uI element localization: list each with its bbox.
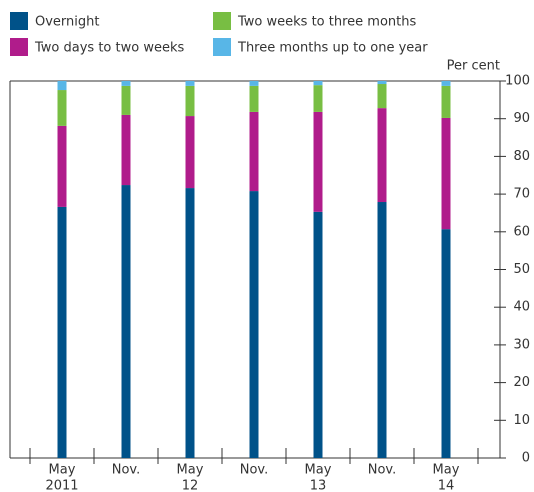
bar-segment bbox=[57, 90, 67, 126]
bar-segment bbox=[249, 191, 259, 459]
y-tick-label: 40 bbox=[513, 300, 530, 315]
y-tick-label: 70 bbox=[513, 187, 530, 202]
y-tick-label: 60 bbox=[513, 224, 530, 239]
bar-segment bbox=[249, 111, 259, 192]
x-year-label: 13 bbox=[310, 479, 327, 492]
bar-segment bbox=[185, 188, 195, 458]
bar-segment bbox=[185, 116, 195, 189]
legend-label: Two weeks to three months bbox=[237, 15, 416, 30]
bar-segment bbox=[441, 81, 451, 86]
y-tick-label: 30 bbox=[513, 337, 530, 352]
y-tick-label: 20 bbox=[513, 375, 530, 390]
bar-segment bbox=[57, 206, 67, 458]
bar-segment bbox=[441, 117, 451, 230]
bar-segment bbox=[185, 85, 195, 117]
bar-segment bbox=[313, 211, 323, 458]
x-tick-label: May bbox=[177, 463, 204, 478]
bar-segment bbox=[313, 111, 323, 212]
x-tick-label: May bbox=[49, 463, 76, 478]
y-tick-label: 80 bbox=[513, 149, 530, 164]
bar-segment bbox=[441, 85, 451, 118]
bar-segment bbox=[249, 85, 259, 112]
bar-segment bbox=[121, 114, 131, 186]
y-tick-label: 10 bbox=[513, 413, 530, 428]
bar-segment bbox=[121, 81, 131, 86]
bar-segment bbox=[441, 229, 451, 458]
legend-label: Overnight bbox=[35, 15, 99, 30]
legend-swatch bbox=[213, 12, 231, 30]
legend-label: Three months up to one year bbox=[237, 41, 428, 56]
y-tick-label: 90 bbox=[513, 111, 530, 126]
x-tick-label: May bbox=[433, 463, 460, 478]
bar-segment bbox=[377, 81, 387, 85]
y-tick-label: 0 bbox=[522, 451, 530, 466]
bar-segment bbox=[121, 85, 131, 115]
y-axis-label: Per cent bbox=[447, 59, 500, 74]
x-tick-label: Nov. bbox=[240, 463, 269, 478]
x-tick-label: Nov. bbox=[368, 463, 397, 478]
x-year-label: 14 bbox=[438, 479, 455, 492]
x-year-label: 12 bbox=[182, 479, 199, 492]
x-tick-label: May bbox=[305, 463, 332, 478]
bar-segment bbox=[377, 202, 387, 458]
bar-segment bbox=[377, 108, 387, 203]
bar-segment bbox=[57, 125, 67, 207]
legend-swatch bbox=[213, 38, 231, 56]
bar-segment bbox=[313, 85, 323, 112]
y-tick-label: 50 bbox=[513, 262, 530, 277]
bar-segment bbox=[377, 84, 387, 109]
legend-swatch bbox=[10, 12, 28, 30]
y-tick-label: 100 bbox=[505, 74, 530, 89]
bar-segment bbox=[57, 81, 67, 91]
legend-swatch bbox=[10, 38, 28, 56]
bar-segment bbox=[185, 81, 195, 86]
bar-segment bbox=[121, 185, 131, 458]
bar-segment bbox=[249, 81, 259, 86]
legend-label: Two days to two weeks bbox=[34, 41, 184, 56]
bar-segment bbox=[313, 81, 323, 86]
x-tick-label: Nov. bbox=[112, 463, 141, 478]
x-year-label: 2011 bbox=[45, 479, 78, 492]
